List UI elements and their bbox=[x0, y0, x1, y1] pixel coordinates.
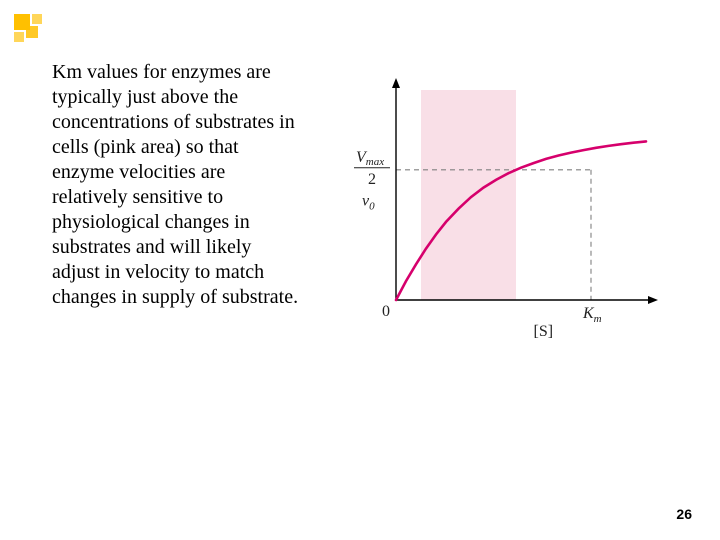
svg-text:0: 0 bbox=[382, 303, 390, 320]
corner-decoration bbox=[14, 14, 50, 50]
svg-text:2: 2 bbox=[368, 171, 376, 188]
deco-square bbox=[14, 32, 24, 42]
deco-square bbox=[26, 26, 38, 38]
deco-square bbox=[32, 14, 42, 24]
page-number: 26 bbox=[676, 506, 692, 522]
chart-container: Vmax2v00Km[S] bbox=[322, 60, 680, 340]
body-text: Km values for enzymes are typically just… bbox=[52, 60, 302, 340]
content-row: Km values for enzymes are typically just… bbox=[52, 60, 680, 340]
svg-text:[S]: [S] bbox=[534, 323, 554, 340]
michaelis-menten-chart: Vmax2v00Km[S] bbox=[341, 70, 661, 340]
